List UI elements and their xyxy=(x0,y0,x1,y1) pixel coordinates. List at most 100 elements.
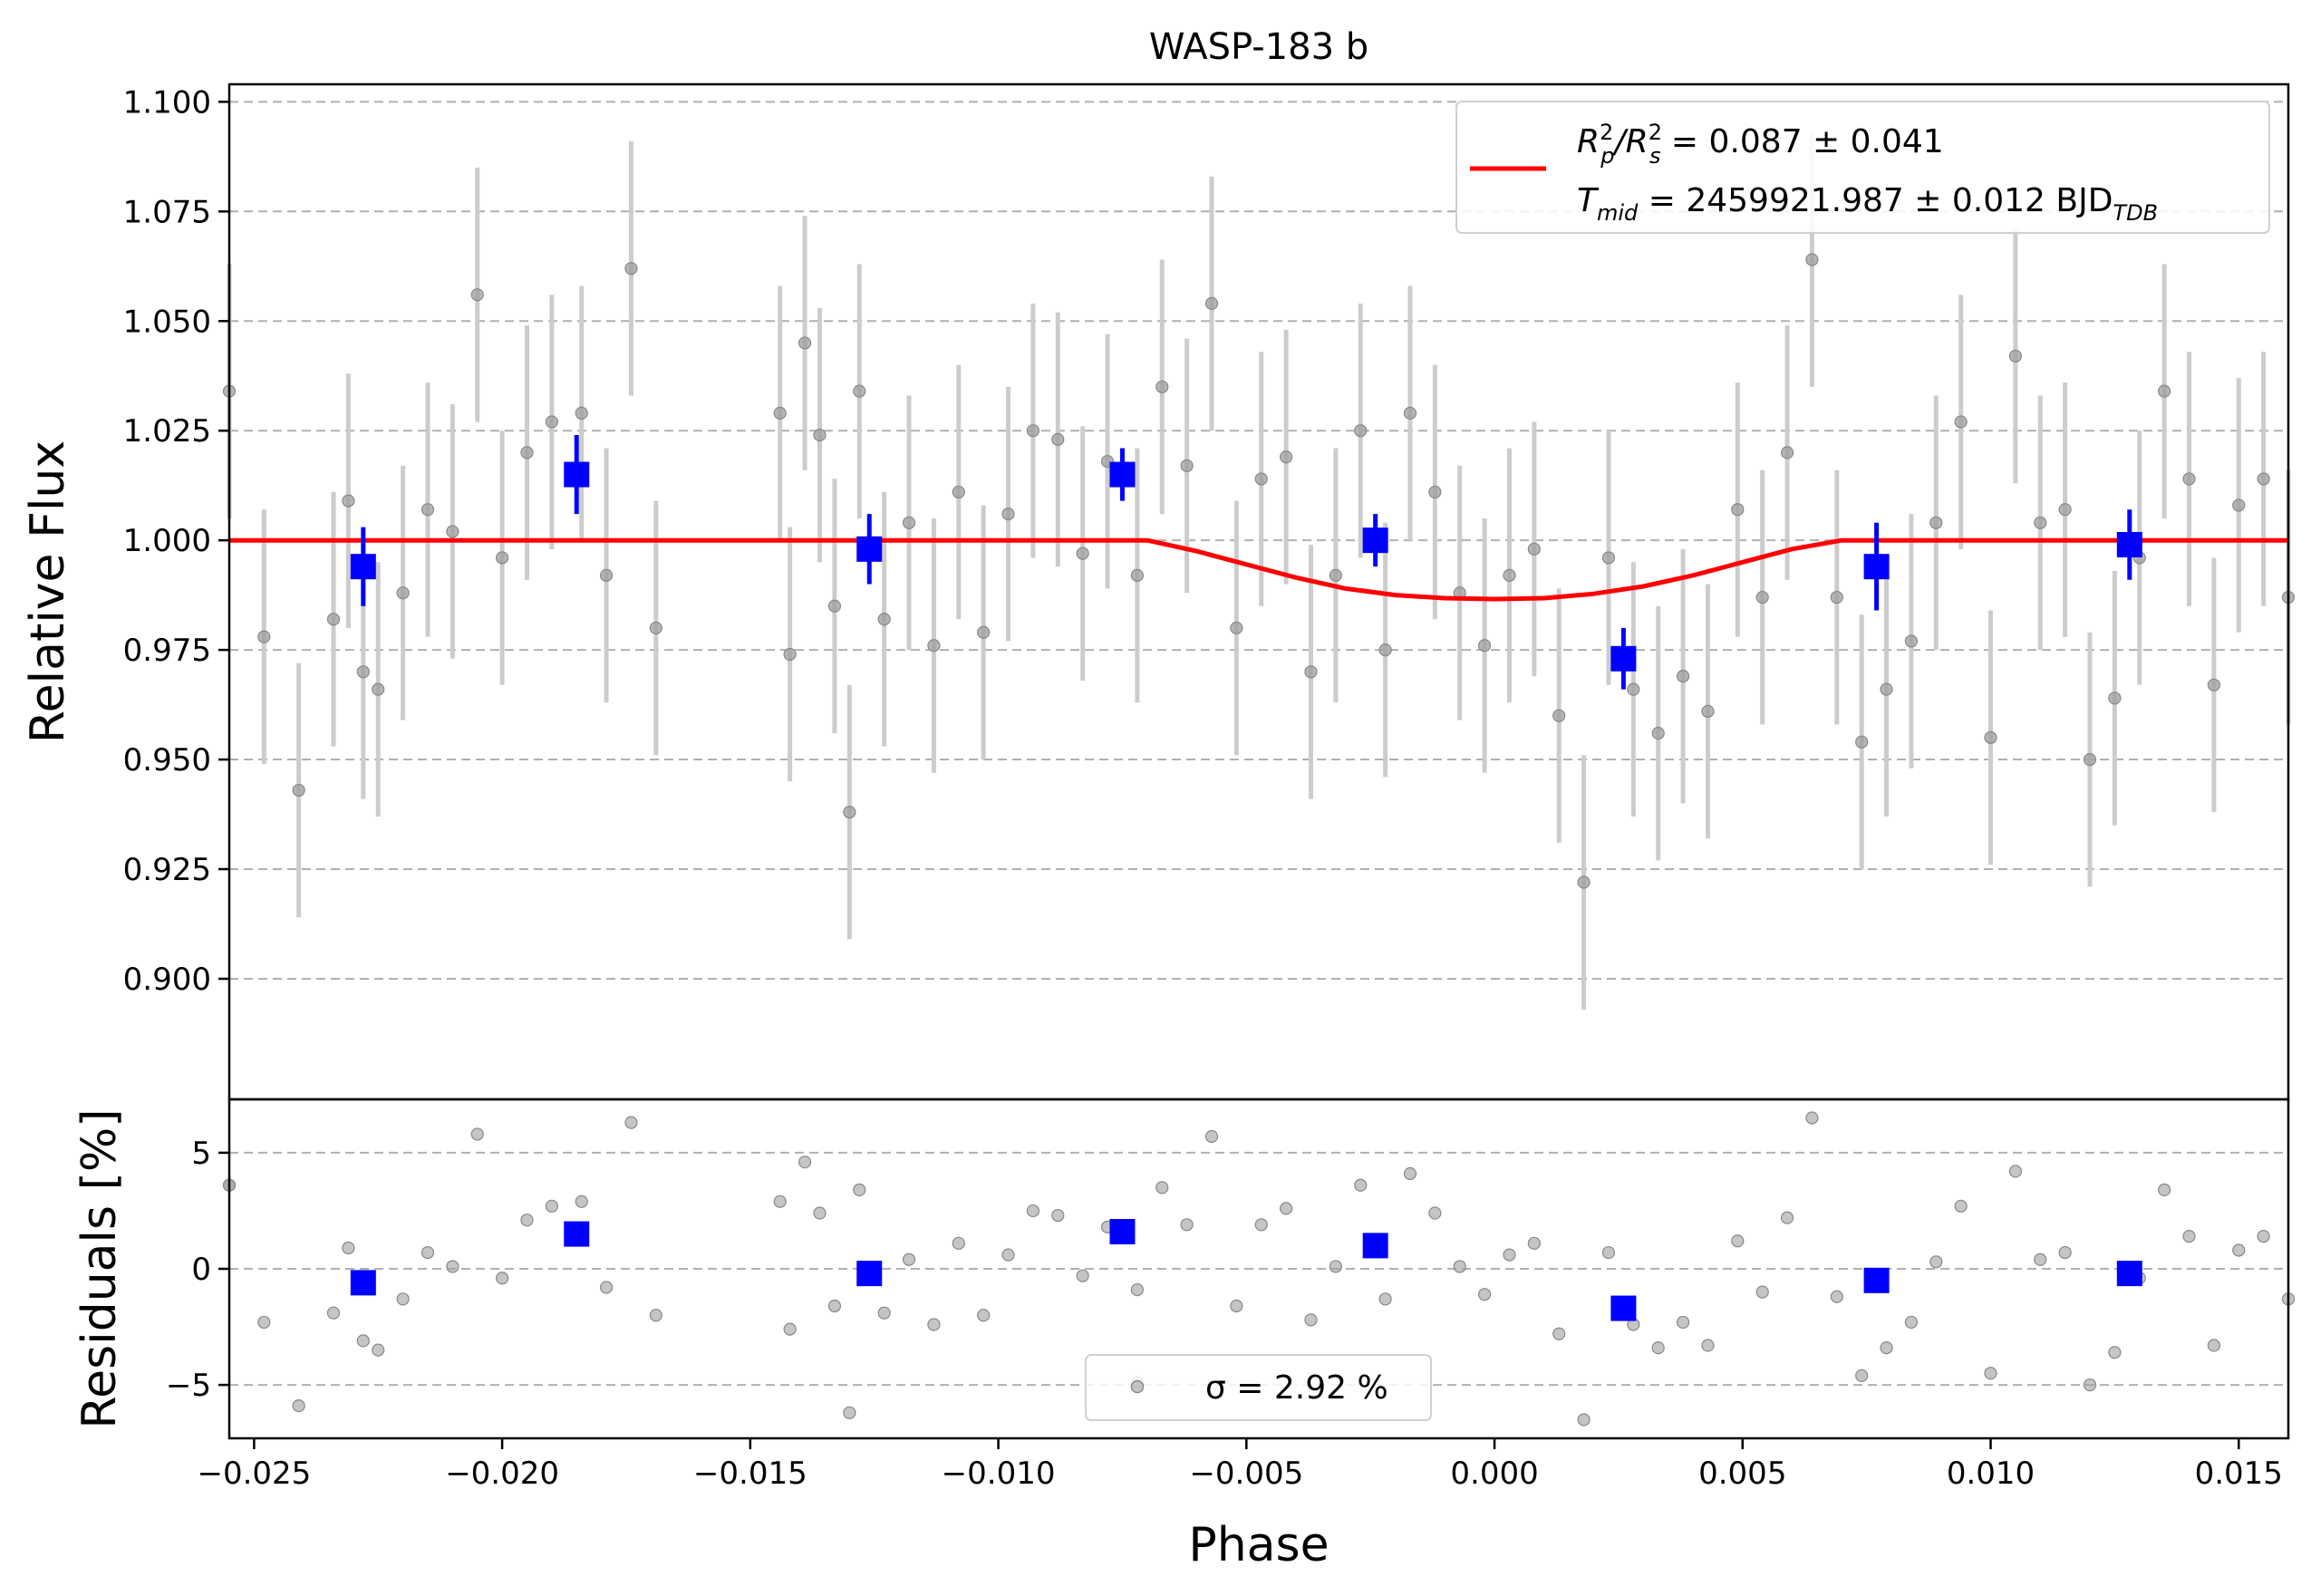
flux-raw-point xyxy=(1051,432,1065,446)
residuals-raw-point xyxy=(446,1260,459,1273)
residuals-raw-point xyxy=(2207,1339,2220,1352)
flux-binned-point xyxy=(1863,554,1890,580)
flux-raw-point xyxy=(2158,384,2171,398)
flux-binned-point xyxy=(1362,527,1388,554)
phase-x-tick-label: −0.005 xyxy=(1189,1456,1303,1492)
flux-raw-point xyxy=(1731,503,1745,517)
flux-raw-point xyxy=(257,630,271,643)
flux-raw-point xyxy=(446,525,459,538)
residuals-binned-point xyxy=(2116,1261,2142,1287)
residuals-raw-point xyxy=(2108,1346,2122,1359)
residuals-raw-point xyxy=(783,1322,797,1336)
residuals-raw-point xyxy=(470,1127,484,1141)
flux-raw-point xyxy=(902,516,916,529)
residuals-raw-point xyxy=(1026,1204,1040,1218)
residuals-binned-points xyxy=(350,1219,2142,1321)
flux-binned-point xyxy=(350,554,376,580)
flux-raw-point xyxy=(1378,643,1392,657)
phase-x-tick-label: −0.025 xyxy=(197,1456,311,1492)
residuals-raw-point xyxy=(1904,1315,1919,1330)
flux-raw-point xyxy=(1156,380,1169,393)
phase-x-tick-label: 0.000 xyxy=(1450,1456,1538,1492)
flux-y-tick-label: 1.100 xyxy=(123,84,211,121)
flux-raw-points xyxy=(222,253,2296,889)
flux-raw-point xyxy=(1855,735,1869,749)
flux-raw-point xyxy=(1755,590,1769,605)
residuals-raw-point xyxy=(2257,1230,2270,1243)
flux-y-ticks: 0.900 0.925 0.950 0.975 1.000 1.025 1.050 1.075… xyxy=(123,84,229,998)
residuals-raw-point xyxy=(1230,1299,1243,1313)
phase-x-tick-label: 0.005 xyxy=(1698,1456,1786,1492)
residuals-raw-point xyxy=(1984,1367,1997,1380)
flux-model-curve xyxy=(229,537,2288,602)
residuals-raw-point xyxy=(396,1292,410,1306)
flux-panel: 0.900 0.925 0.950 0.975 1.000 1.025 1.050 1.075… xyxy=(21,82,2296,1101)
flux-raw-point xyxy=(496,551,509,565)
flux-raw-point xyxy=(624,262,638,276)
flux-raw-point xyxy=(1130,568,1144,582)
residuals-raw-point xyxy=(1477,1288,1492,1301)
residuals-raw-point xyxy=(1354,1178,1368,1192)
flux-raw-point xyxy=(827,599,842,613)
flux-y-tick-label: 0.950 xyxy=(123,742,211,779)
residuals-raw-point xyxy=(1929,1255,1943,1269)
residuals-raw-point xyxy=(1453,1260,1466,1273)
phase-x-ticks: −0.025 −0.020 −0.015 −0.010 −0.005 0.000 0.005… xyxy=(197,1438,2283,1492)
flux-raw-point xyxy=(773,406,787,420)
flux-raw-point xyxy=(326,613,341,626)
flux-legend-tmid-label: Tmid = 2459921.987 ± 0.012 BJDTDB xyxy=(1577,182,2158,226)
residuals-raw-point xyxy=(257,1315,271,1330)
flux-raw-point xyxy=(372,682,385,696)
residuals-raw-point xyxy=(927,1318,941,1331)
flux-raw-point xyxy=(520,446,534,459)
residuals-raw-point xyxy=(342,1241,355,1255)
flux-panel-frame xyxy=(227,82,2290,1101)
flux-raw-point xyxy=(292,783,305,798)
residuals-raw-point xyxy=(1051,1208,1065,1223)
flux-raw-point xyxy=(798,336,812,350)
residuals-raw-point xyxy=(1676,1315,1690,1330)
residuals-y-tick-label: 0 xyxy=(191,1252,211,1288)
residuals-raw-point xyxy=(1304,1313,1318,1327)
flux-errorbars xyxy=(227,132,2291,1010)
flux-raw-point xyxy=(1984,730,1997,744)
flux-raw-point xyxy=(952,485,965,499)
phase-x-tick-label: −0.020 xyxy=(445,1456,559,1492)
residuals-raw-point xyxy=(1830,1290,1843,1303)
residuals-raw-point xyxy=(1428,1206,1442,1220)
flux-raw-point xyxy=(1280,450,1293,464)
residuals-raw-point xyxy=(1880,1340,1893,1355)
residuals-raw-point xyxy=(1651,1340,1665,1355)
flux-raw-point xyxy=(649,621,662,635)
residuals-raw-point xyxy=(1180,1218,1194,1232)
residuals-raw-point xyxy=(773,1195,787,1208)
phase-x-tick-label: 0.010 xyxy=(1947,1456,2035,1492)
residuals-grid xyxy=(229,1151,2288,1387)
flux-raw-point xyxy=(2257,472,2270,486)
residuals-raw-point xyxy=(496,1272,509,1285)
flux-y-tick-label: 1.025 xyxy=(123,413,211,450)
flux-legend-depth-label: R2 p/R2 s = 0.087 ± 0.041 xyxy=(1577,120,1944,169)
residuals-raw-point xyxy=(952,1236,965,1250)
flux-raw-point xyxy=(1830,590,1843,605)
flux-raw-point xyxy=(1230,621,1243,635)
residuals-raw-point xyxy=(1204,1129,1219,1144)
residuals-raw-point xyxy=(1503,1248,1516,1262)
flux-raw-point xyxy=(421,503,435,517)
flux-y-tick-label: 1.075 xyxy=(123,194,211,230)
flux-raw-point xyxy=(2034,516,2047,529)
flux-y-axis-title: Relative Flux xyxy=(21,440,75,743)
residuals-raw-point xyxy=(2008,1165,2022,1178)
residuals-raw-point xyxy=(902,1253,916,1266)
flux-raw-point xyxy=(1026,424,1040,438)
residuals-raw-point xyxy=(2058,1245,2072,1260)
residuals-legend-marker xyxy=(1130,1379,1145,1394)
residuals-raw-point xyxy=(2232,1243,2246,1257)
residuals-raw-point xyxy=(1378,1292,1392,1306)
phase-x-axis-title: Phase xyxy=(1188,1518,1329,1572)
residuals-raw-point xyxy=(2182,1230,2196,1243)
residuals-raw-point xyxy=(1280,1202,1293,1215)
residuals-binned-point xyxy=(1863,1267,1890,1293)
residuals-raw-point xyxy=(1403,1166,1417,1181)
residuals-raw-point xyxy=(649,1309,662,1322)
